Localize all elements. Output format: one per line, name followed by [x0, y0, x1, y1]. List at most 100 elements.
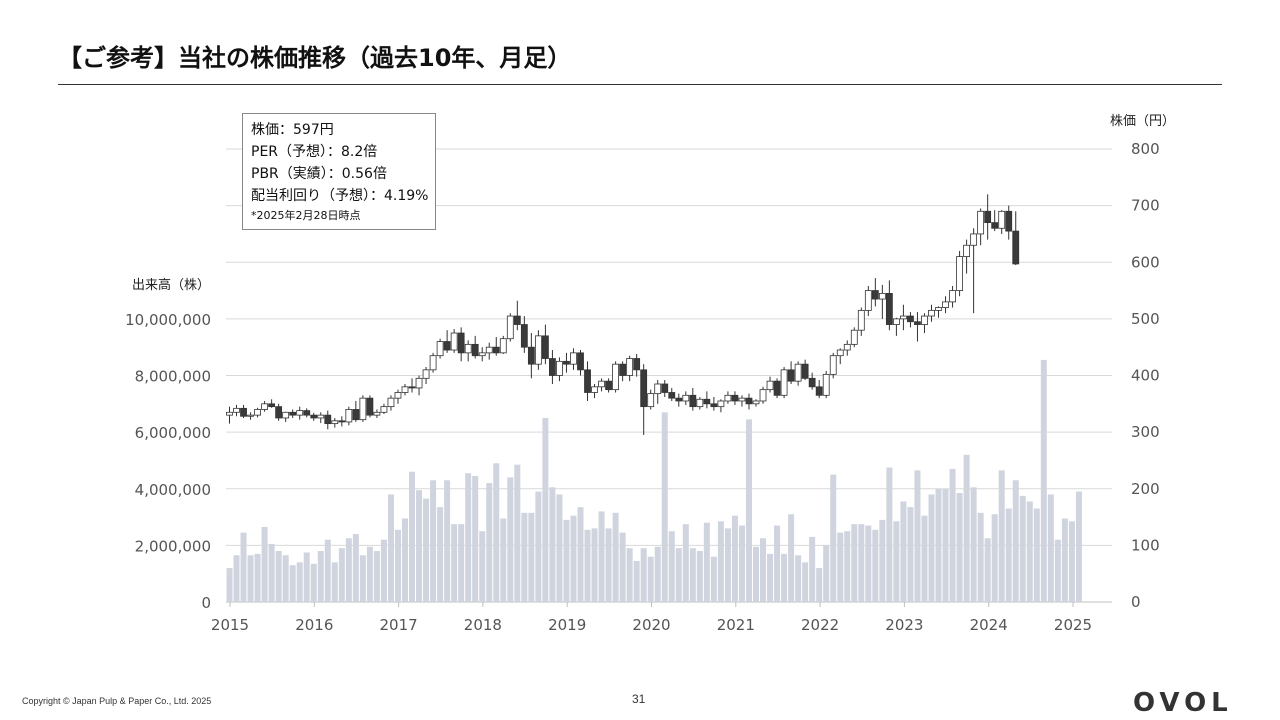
candle-body: [373, 411, 381, 416]
candle-body: [689, 394, 697, 408]
volume-bar: [591, 528, 598, 602]
volume-bar: [731, 515, 738, 602]
candle-body: [970, 233, 978, 246]
candle-body: [977, 210, 985, 235]
candle-body: [675, 397, 683, 402]
volume-bar: [689, 548, 696, 602]
volume-bar: [893, 521, 900, 602]
candle-body: [324, 414, 332, 425]
candle-body: [584, 369, 591, 393]
volume-bar: [317, 551, 324, 602]
candle-body: [513, 315, 521, 325]
volume-bar: [851, 524, 858, 602]
volume-bar: [921, 515, 928, 602]
info-dividend-yield: 配当利回り（予想）：4.19%: [251, 188, 429, 204]
volume-bar: [640, 548, 647, 602]
candle-body: [436, 341, 444, 357]
volume-bar: [710, 556, 717, 602]
volume-bar: [928, 494, 935, 602]
candle-body: [780, 369, 788, 396]
volume-tick-label: 4,000,000: [135, 481, 211, 499]
candle-body: [254, 409, 261, 416]
candle-body: [338, 420, 346, 423]
volume-bar: [633, 560, 640, 602]
volume-axis-label: 出来高（株）: [132, 278, 211, 293]
candle-body: [801, 363, 809, 379]
x-tick-label: 2025: [1054, 616, 1092, 634]
volume-bar: [303, 552, 310, 602]
candle-body: [275, 406, 283, 419]
candle-body: [303, 410, 311, 416]
volume-bar: [998, 470, 1005, 602]
candle-body: [654, 383, 662, 395]
volume-bar: [430, 480, 437, 602]
candle-body: [261, 403, 269, 410]
candle-body: [591, 386, 598, 393]
volume-bar: [472, 476, 479, 602]
volume-bar: [802, 562, 809, 602]
volume-bar: [612, 512, 619, 602]
volume-bar: [373, 551, 380, 602]
volume-bar: [507, 477, 514, 602]
volume-bar: [900, 501, 907, 602]
candle-body: [710, 403, 718, 408]
volume-bar: [788, 514, 795, 602]
volume-bar: [738, 525, 745, 602]
candle-body: [226, 411, 233, 416]
candle-body: [640, 369, 648, 408]
volume-bar: [247, 555, 254, 602]
volume-bar: [661, 412, 668, 602]
volume-bar: [394, 529, 401, 602]
volume-bar: [668, 531, 675, 602]
volume-bar: [310, 563, 317, 602]
candle-body: [731, 394, 739, 402]
volume-bar: [823, 545, 830, 602]
volume-bar: [416, 490, 423, 602]
candle-body: [963, 244, 970, 257]
volume-bar: [500, 518, 507, 602]
volume-bar: [774, 525, 781, 602]
volume-bar: [437, 507, 444, 602]
candle-body: [619, 363, 627, 376]
volume-bar: [275, 551, 282, 602]
volume-bar: [1054, 539, 1061, 602]
x-tick-label: 2020: [632, 616, 670, 634]
volume-bar: [837, 532, 844, 602]
volume-bar: [858, 524, 865, 602]
volume-bar: [549, 487, 556, 602]
volume-bar: [570, 515, 577, 602]
candle-body: [408, 386, 416, 389]
candle-body: [647, 393, 655, 408]
candle-body: [668, 392, 676, 399]
volume-tick-label: 0: [201, 594, 211, 612]
volume-bar: [268, 543, 275, 602]
price-tick-label: 500: [1131, 310, 1160, 328]
volume-bar: [1061, 518, 1068, 602]
price-tick-label: 0: [1131, 593, 1141, 611]
volume-bar: [458, 524, 465, 602]
volume-bar: [254, 553, 261, 602]
candle-body: [829, 355, 837, 375]
copyright-text: Copyright © Japan Pulp & Paper Co., Ltd.…: [22, 696, 212, 706]
candle-body: [506, 315, 514, 340]
candle-body: [850, 329, 858, 345]
volume-bar: [956, 492, 963, 602]
volume-bar: [402, 518, 408, 602]
candle-body: [661, 383, 669, 393]
volume-bar: [1033, 508, 1040, 602]
candle-body: [296, 410, 304, 416]
candle-body: [380, 406, 388, 413]
price-tick-label: 700: [1131, 197, 1160, 215]
volume-bar: [970, 487, 977, 602]
volume-bar: [872, 529, 879, 602]
candle-body: [724, 394, 732, 402]
info-per: PER（予想）：8.2倍: [251, 144, 378, 160]
volume-bar: [282, 555, 289, 602]
candle-body: [471, 343, 479, 357]
candle-body: [984, 210, 992, 224]
volume-bar: [514, 464, 521, 602]
volume-bar: [563, 519, 570, 602]
candle-body: [570, 352, 577, 365]
candle-body: [836, 349, 844, 357]
volume-bar: [675, 548, 682, 602]
